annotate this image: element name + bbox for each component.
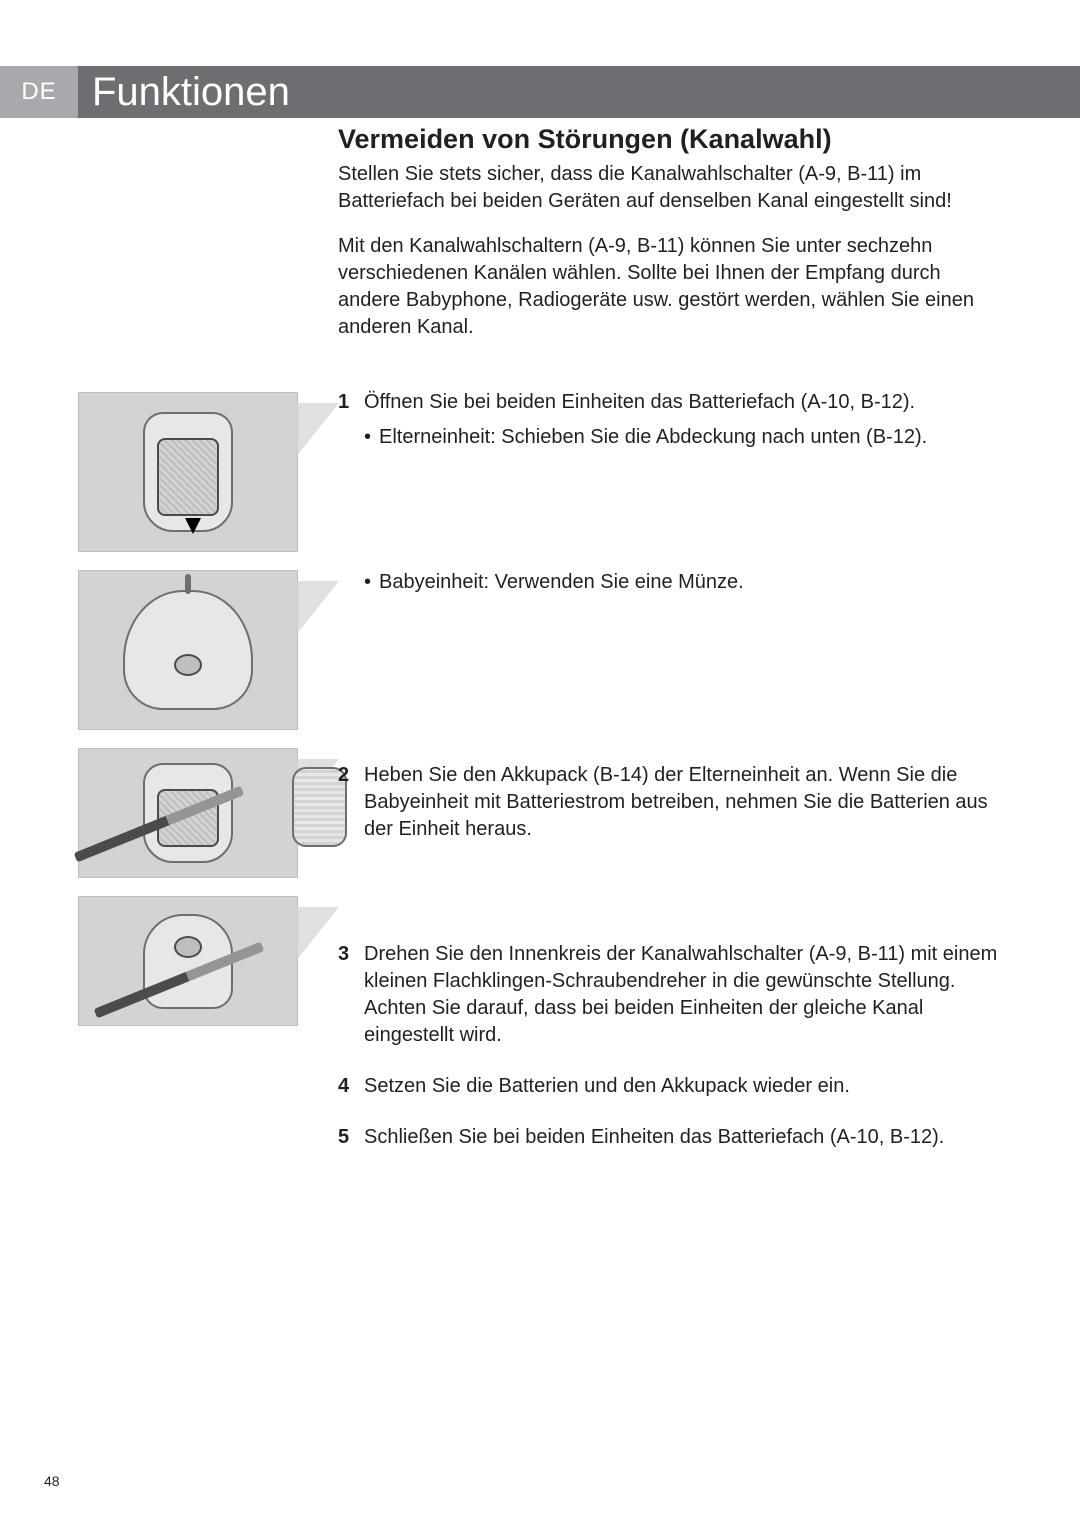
figure-baby-unit-coin — [78, 570, 298, 730]
figure-parent-unit-slide — [78, 392, 298, 552]
page-number: 48 — [44, 1473, 60, 1489]
figure-turn-channel-dial — [78, 896, 298, 1026]
bullet-text: Elterneinheit: Schieben Sie die Abdeckun… — [379, 424, 927, 451]
bullet-icon: • — [364, 569, 371, 596]
step-3: 3 Drehen Sie den Innenkreis der Kanalwah… — [338, 941, 998, 1049]
bullet-icon: • — [364, 424, 371, 451]
step-1: 1 Öffnen Sie bei beiden Einheiten das Ba… — [338, 389, 998, 416]
content-column: Vermeiden von Störungen (Kanalwahl) Stel… — [338, 124, 998, 1159]
step-number: 2 — [338, 762, 358, 843]
step-1-bullet-2: • Babyeinheit: Verwenden Sie eine Münze. — [338, 569, 998, 596]
step-2: 2 Heben Sie den Akkupack (B-14) der Elte… — [338, 762, 998, 843]
step-number: 5 — [338, 1124, 358, 1151]
header-bar: DE Funktionen — [0, 66, 1080, 118]
section-title: Vermeiden von Störungen (Kanalwahl) — [338, 124, 998, 155]
step-1-bullet-1: • Elterneinheit: Schieben Sie die Abdeck… — [338, 424, 998, 451]
step-number: 3 — [338, 941, 358, 1049]
figure-column — [78, 392, 318, 1044]
figure-lift-battery-pack — [78, 748, 298, 878]
step-text: Öffnen Sie bei beiden Einheiten das Batt… — [364, 389, 998, 416]
chapter-title: Funktionen — [78, 66, 1080, 118]
language-tab: DE — [0, 66, 78, 118]
step-text: Heben Sie den Akkupack (B-14) der Eltern… — [364, 762, 998, 843]
step-number: 4 — [338, 1073, 358, 1100]
step-text: Drehen Sie den Innenkreis der Kanalwahls… — [364, 941, 998, 1049]
intro-paragraph-2: Mit den Kanalwahlschaltern (A-9, B-11) k… — [338, 233, 998, 341]
step-text: Setzen Sie die Batterien und den Akkupac… — [364, 1073, 998, 1100]
intro-paragraph-1: Stellen Sie stets sicher, dass die Kanal… — [338, 161, 998, 215]
step-5: 5 Schließen Sie bei beiden Einheiten das… — [338, 1124, 998, 1151]
step-text: Schließen Sie bei beiden Einheiten das B… — [364, 1124, 998, 1151]
bullet-text: Babyeinheit: Verwenden Sie eine Münze. — [379, 569, 744, 596]
step-4: 4 Setzen Sie die Batterien und den Akkup… — [338, 1073, 998, 1100]
step-number: 1 — [338, 389, 358, 416]
